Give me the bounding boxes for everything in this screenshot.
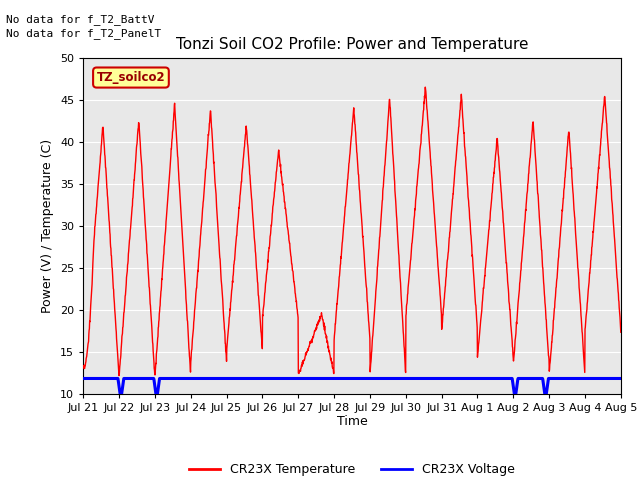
X-axis label: Time: Time	[337, 415, 367, 429]
Text: No data for f_T2_BattV: No data for f_T2_BattV	[6, 13, 155, 24]
Text: TZ_soilco2: TZ_soilco2	[97, 71, 165, 84]
Text: No data for f_T2_PanelT: No data for f_T2_PanelT	[6, 28, 162, 39]
Title: Tonzi Soil CO2 Profile: Power and Temperature: Tonzi Soil CO2 Profile: Power and Temper…	[176, 37, 528, 52]
Y-axis label: Power (V) / Temperature (C): Power (V) / Temperature (C)	[42, 139, 54, 312]
Legend: CR23X Temperature, CR23X Voltage: CR23X Temperature, CR23X Voltage	[184, 458, 520, 480]
